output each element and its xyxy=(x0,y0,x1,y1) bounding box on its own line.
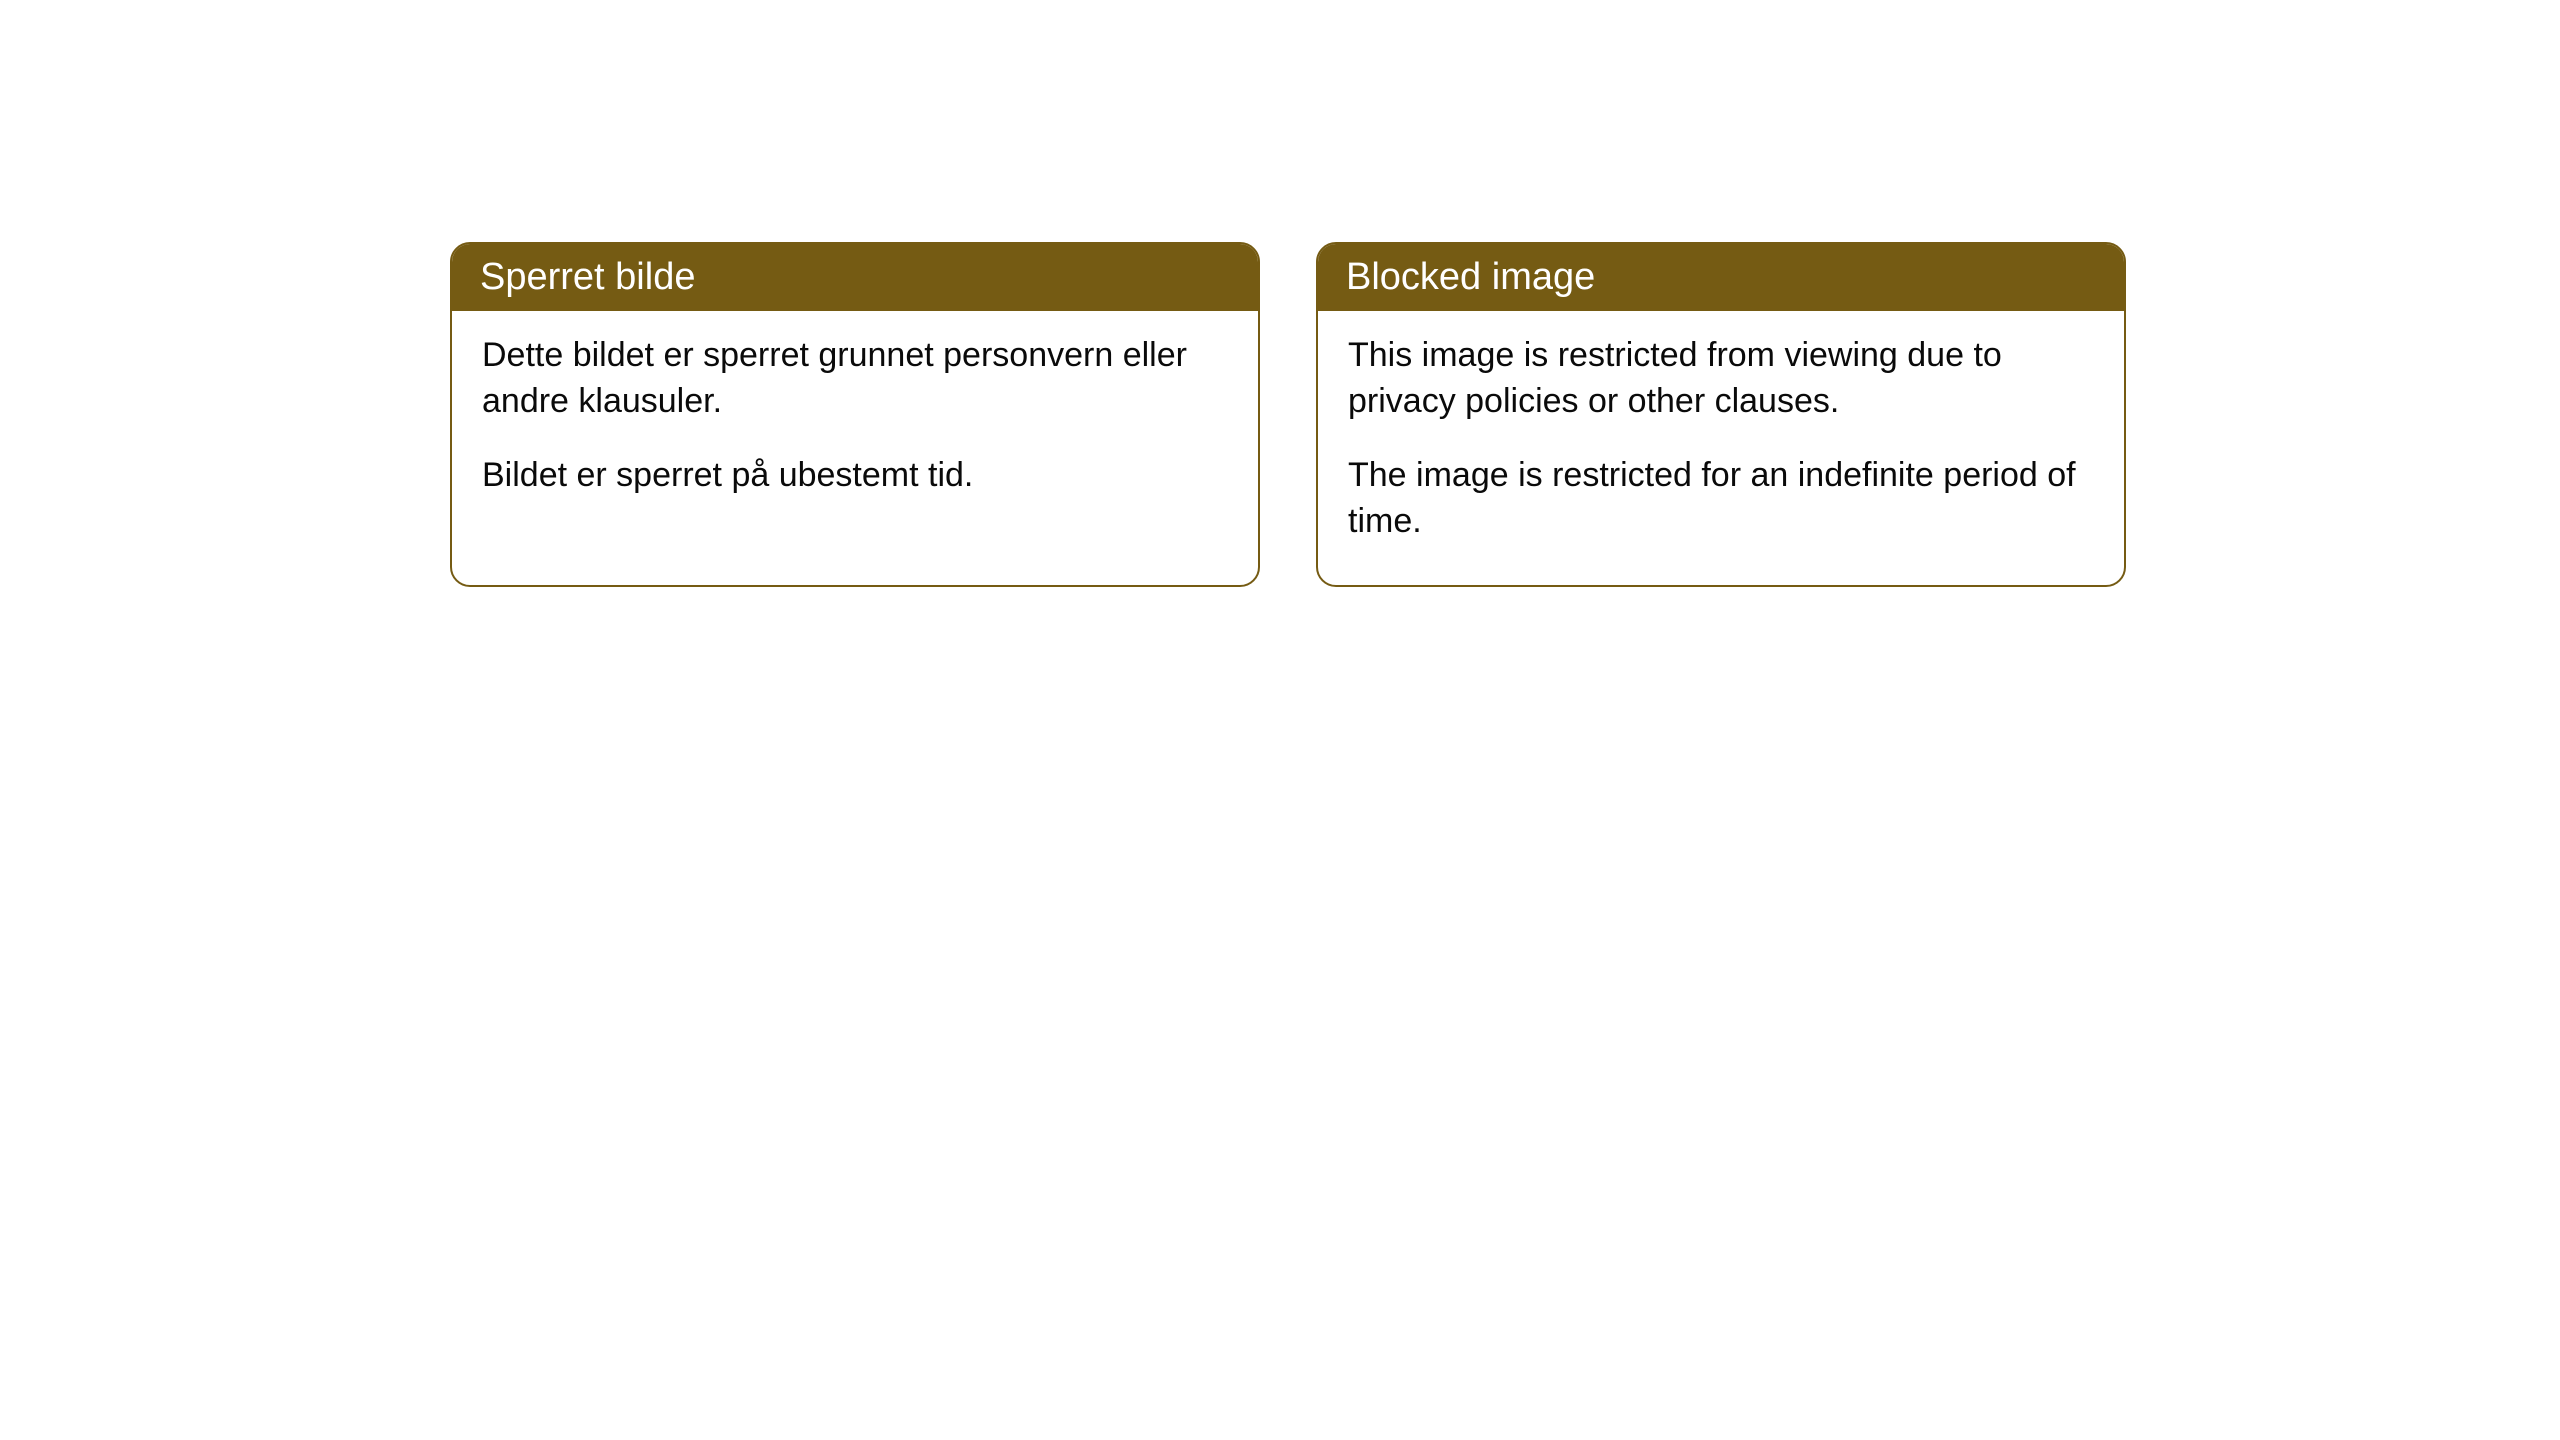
card-paragraph: The image is restricted for an indefinit… xyxy=(1348,453,2094,545)
card-paragraph: This image is restricted from viewing du… xyxy=(1348,333,2094,425)
card-title: Sperret bilde xyxy=(480,256,695,298)
card-body: This image is restricted from viewing du… xyxy=(1318,311,2124,585)
card-paragraph: Bildet er sperret på ubestemt tid. xyxy=(482,453,1228,499)
card-paragraph: Dette bildet er sperret grunnet personve… xyxy=(482,333,1228,425)
card-body: Dette bildet er sperret grunnet personve… xyxy=(452,311,1258,539)
blocked-image-card-english: Blocked image This image is restricted f… xyxy=(1316,242,2126,587)
card-header: Blocked image xyxy=(1318,244,2124,311)
cards-container: Sperret bilde Dette bildet er sperret gr… xyxy=(0,0,2560,587)
card-title: Blocked image xyxy=(1346,256,1595,298)
blocked-image-card-norwegian: Sperret bilde Dette bildet er sperret gr… xyxy=(450,242,1260,587)
card-header: Sperret bilde xyxy=(452,244,1258,311)
